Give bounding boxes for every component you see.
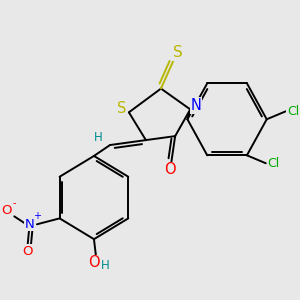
Text: O: O [22, 244, 33, 258]
Text: H: H [101, 260, 110, 272]
Text: S: S [173, 45, 183, 60]
Text: S: S [117, 101, 126, 116]
Text: -: - [13, 199, 16, 208]
Text: O: O [88, 255, 100, 270]
Text: O: O [164, 162, 175, 177]
Text: N: N [190, 98, 201, 113]
Text: +: + [33, 212, 41, 221]
Text: Cl: Cl [287, 105, 299, 118]
Text: N: N [25, 218, 34, 231]
Text: H: H [94, 130, 103, 144]
Text: Cl: Cl [267, 157, 280, 170]
Text: O: O [2, 204, 12, 217]
